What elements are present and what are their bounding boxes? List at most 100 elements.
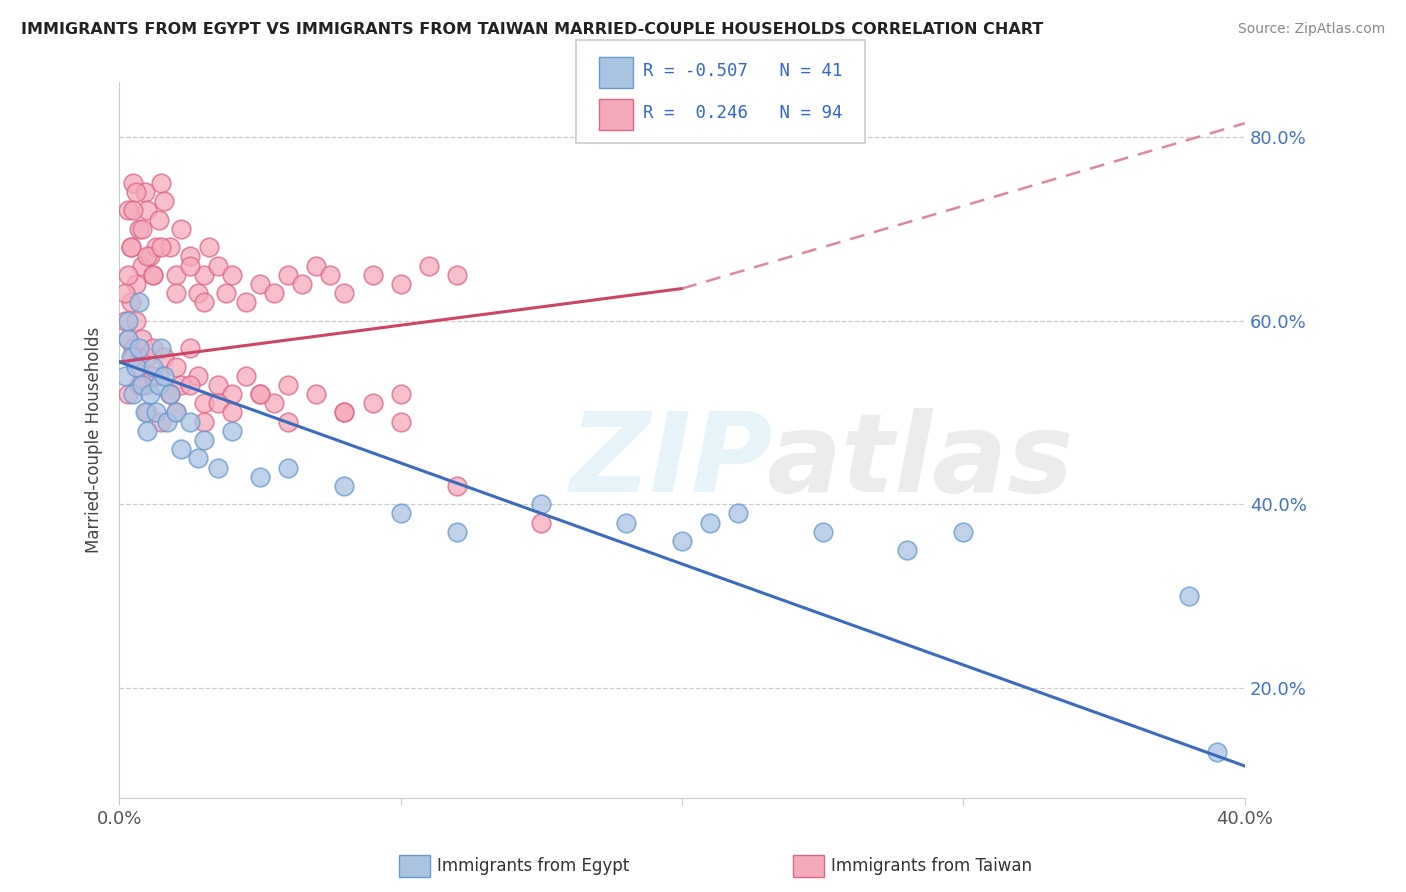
Point xyxy=(117,313,139,327)
Point xyxy=(207,460,229,475)
Point xyxy=(187,451,209,466)
Point xyxy=(165,286,187,301)
Point xyxy=(136,249,159,263)
Point xyxy=(117,268,139,282)
Point xyxy=(117,332,139,346)
Point xyxy=(122,341,145,355)
Point xyxy=(671,534,693,549)
Point xyxy=(179,378,201,392)
Point xyxy=(207,378,229,392)
Point xyxy=(249,387,271,401)
Point xyxy=(122,351,145,365)
Text: IMMIGRANTS FROM EGYPT VS IMMIGRANTS FROM TAIWAN MARRIED-COUPLE HOUSEHOLDS CORREL: IMMIGRANTS FROM EGYPT VS IMMIGRANTS FROM… xyxy=(21,22,1043,37)
Point xyxy=(319,268,342,282)
Point xyxy=(249,469,271,483)
Point xyxy=(148,368,170,383)
Point xyxy=(150,341,173,355)
Point xyxy=(153,351,176,365)
Point xyxy=(727,507,749,521)
Point xyxy=(187,286,209,301)
Point xyxy=(142,268,165,282)
Point xyxy=(361,268,384,282)
Point xyxy=(148,212,170,227)
Point xyxy=(193,415,215,429)
Point xyxy=(333,405,356,419)
Point xyxy=(277,460,299,475)
Point xyxy=(125,185,148,199)
Point xyxy=(122,203,145,218)
Point xyxy=(128,341,150,355)
Point xyxy=(128,378,150,392)
Point xyxy=(122,176,145,190)
Point xyxy=(117,387,139,401)
Point xyxy=(120,351,142,365)
Point xyxy=(165,359,187,374)
Point xyxy=(134,185,156,199)
Point xyxy=(159,240,181,254)
Point xyxy=(150,240,173,254)
Point xyxy=(249,277,271,291)
Point xyxy=(131,259,153,273)
Point xyxy=(114,368,136,383)
Text: R = -0.507   N = 41: R = -0.507 N = 41 xyxy=(643,62,842,80)
Text: Immigrants from Taiwan: Immigrants from Taiwan xyxy=(831,857,1032,875)
Point xyxy=(120,240,142,254)
Point xyxy=(131,378,153,392)
Point xyxy=(128,295,150,310)
Point xyxy=(207,396,229,410)
Point xyxy=(150,176,173,190)
Point xyxy=(142,341,165,355)
Text: atlas: atlas xyxy=(766,408,1074,515)
Text: ZIP: ZIP xyxy=(569,408,773,515)
Point xyxy=(193,433,215,447)
Point xyxy=(811,524,834,539)
Point xyxy=(131,222,153,236)
Point xyxy=(305,259,328,273)
Point xyxy=(952,524,974,539)
Point xyxy=(291,277,314,291)
Point xyxy=(221,387,243,401)
Point xyxy=(120,240,142,254)
Point xyxy=(125,313,148,327)
Point xyxy=(139,387,162,401)
Point xyxy=(117,332,139,346)
Point xyxy=(179,341,201,355)
Point xyxy=(221,405,243,419)
Point xyxy=(131,332,153,346)
Point xyxy=(170,378,193,392)
Point xyxy=(142,359,165,374)
Point xyxy=(446,268,468,282)
Point xyxy=(389,387,412,401)
Point xyxy=(153,194,176,209)
Point xyxy=(114,286,136,301)
Point xyxy=(122,387,145,401)
Point xyxy=(305,387,328,401)
Point xyxy=(120,295,142,310)
Y-axis label: Married-couple Households: Married-couple Households xyxy=(86,326,103,553)
Point xyxy=(145,240,167,254)
Point xyxy=(221,268,243,282)
Point xyxy=(156,415,179,429)
Point xyxy=(134,405,156,419)
Point xyxy=(193,268,215,282)
Point xyxy=(117,203,139,218)
Point xyxy=(1205,745,1227,759)
Point xyxy=(277,415,299,429)
Point xyxy=(221,424,243,438)
Point xyxy=(136,203,159,218)
Point xyxy=(235,368,257,383)
Point xyxy=(530,516,553,530)
Point xyxy=(179,415,201,429)
Point xyxy=(389,415,412,429)
Point xyxy=(263,396,285,410)
Point xyxy=(446,479,468,493)
Point xyxy=(179,249,201,263)
Point xyxy=(165,405,187,419)
Text: Source: ZipAtlas.com: Source: ZipAtlas.com xyxy=(1237,22,1385,37)
Point xyxy=(153,368,176,383)
Point xyxy=(139,249,162,263)
Point xyxy=(134,378,156,392)
Point xyxy=(333,479,356,493)
Text: Immigrants from Egypt: Immigrants from Egypt xyxy=(437,857,630,875)
Point xyxy=(333,286,356,301)
